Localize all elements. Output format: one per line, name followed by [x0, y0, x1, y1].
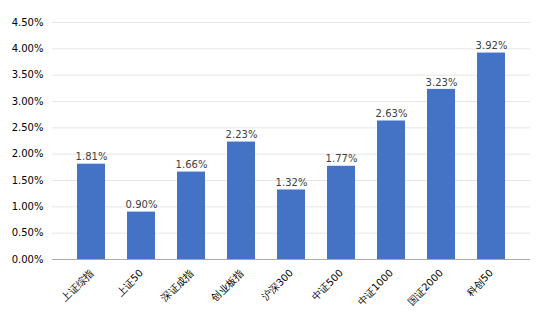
svg-text:2.50%: 2.50%	[12, 122, 44, 133]
svg-text:1.77%: 1.77%	[326, 153, 358, 164]
svg-text:3.50%: 3.50%	[12, 69, 44, 80]
svg-text:上证50: 上证50	[114, 267, 145, 298]
svg-text:0.50%: 0.50%	[12, 227, 44, 238]
svg-text:1.00%: 1.00%	[12, 201, 44, 212]
svg-text:0.90%: 0.90%	[126, 199, 158, 210]
svg-text:中证500: 中证500	[310, 267, 345, 302]
svg-text:2.00%: 2.00%	[12, 148, 44, 159]
svg-text:深证成指: 深证成指	[159, 267, 195, 303]
svg-text:沪深300: 沪深300	[260, 267, 295, 302]
svg-text:4.50%: 4.50%	[12, 17, 44, 28]
svg-text:3.23%: 3.23%	[426, 77, 458, 88]
svg-text:1.81%: 1.81%	[76, 151, 108, 162]
svg-text:1.32%: 1.32%	[276, 177, 308, 188]
svg-text:上证综指: 上证综指	[59, 267, 95, 303]
svg-text:创业板指: 创业板指	[209, 267, 245, 303]
svg-text:3.92%: 3.92%	[476, 40, 508, 51]
svg-text:国证2000: 国证2000	[405, 267, 445, 307]
svg-text:2.63%: 2.63%	[376, 108, 408, 119]
svg-text:2.23%: 2.23%	[226, 129, 258, 140]
svg-text:0.00%: 0.00%	[12, 254, 44, 265]
svg-text:1.66%: 1.66%	[176, 159, 208, 170]
svg-text:4.00%: 4.00%	[12, 43, 44, 54]
svg-text:科创50: 科创50	[464, 267, 495, 298]
svg-text:中证1000: 中证1000	[355, 267, 395, 307]
svg-text:3.00%: 3.00%	[12, 96, 44, 107]
svg-text:1.50%: 1.50%	[12, 175, 44, 186]
